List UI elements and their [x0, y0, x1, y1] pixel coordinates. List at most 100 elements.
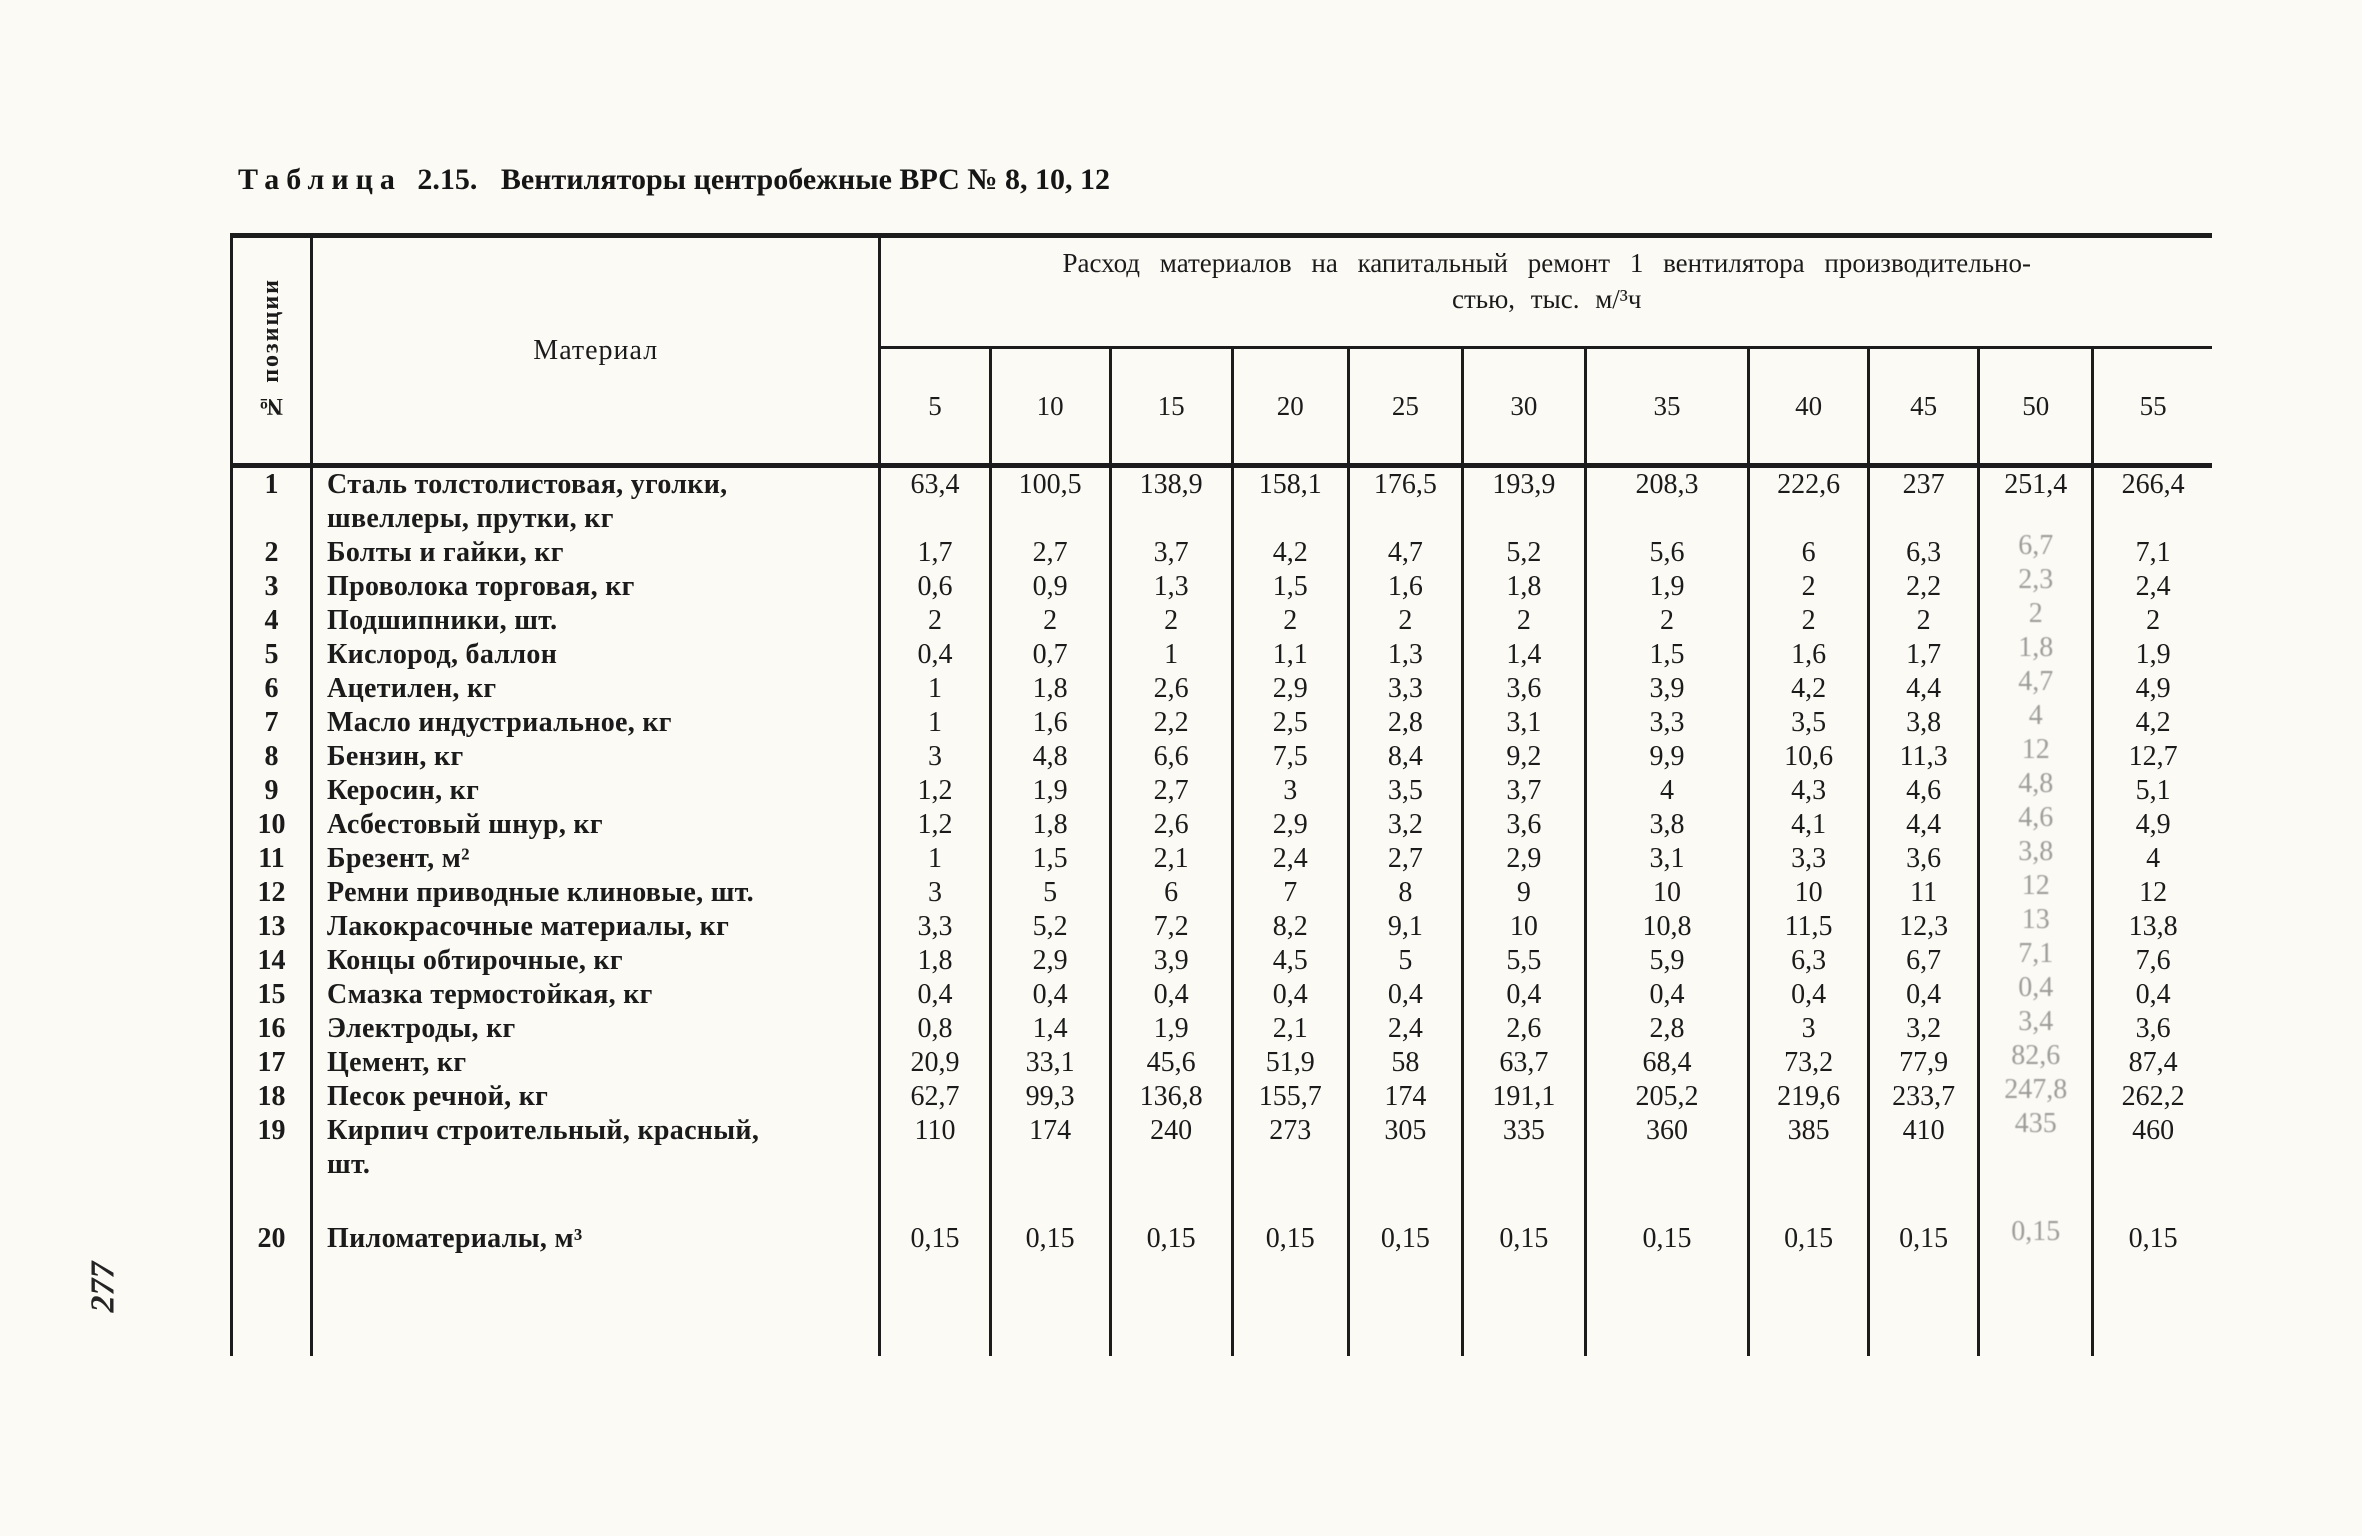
value-cell: 4,5 [1232, 944, 1350, 978]
value-cell: 9,9 [1585, 740, 1751, 774]
value-cell: 360 [1585, 1114, 1751, 1182]
table-row: 12 Ремни приводные клиновые, шт. 3 5 6 7 8 9 10 1… [231, 870, 2213, 910]
material-cell: Проволока торговая, кг [311, 570, 882, 604]
value-cell: 11,5 [1748, 910, 1871, 944]
value-cell: 262,2 [2121, 1081, 2185, 1112]
value-cell: 9,1 [1348, 910, 1464, 944]
value-cell: 1,2 [879, 774, 992, 808]
value-cell: 9 [1462, 876, 1587, 910]
value-cell: 208,3 [1585, 465, 1751, 536]
value-cell: 3,5 [1748, 706, 1871, 740]
table-row: 1 Сталь толстолистовая, уголки, швеллеры,… [231, 465, 2213, 536]
value-cell: 1 [1110, 638, 1234, 672]
value-cell: 68,4 [1585, 1046, 1751, 1080]
table-row: 4 Подшипники, шт. 2 2 2 2 2 2 2 2 2 2 2 [231, 598, 2213, 638]
value-cell: 233,7 [1868, 1080, 1981, 1114]
value-cell: 7,5 [1232, 740, 1350, 774]
value-cell: 10,6 [1748, 740, 1871, 774]
value-cell: 5,1 [2135, 775, 2171, 806]
value-cell: 2 [1585, 604, 1751, 638]
value-cell: 4 [1978, 700, 2095, 740]
value-cell: 1,7 [879, 536, 992, 570]
material-cell: Керосин, кг [311, 774, 882, 808]
value-cell: 2,8 [1348, 706, 1464, 740]
value-cell: 5 [990, 876, 1112, 910]
value-cell: 3,2 [1348, 808, 1464, 842]
value-cell: 191,1 [1462, 1080, 1587, 1114]
value-cell: 2 [990, 604, 1112, 638]
row-number-cell: 7 [231, 706, 314, 740]
value-cell: 1,6 [990, 706, 1112, 740]
row-number-cell: 2 [231, 536, 314, 570]
value-cell: 6 [1110, 876, 1234, 910]
value-cell: 1,8 [1978, 632, 2095, 672]
value-cell: 0,15 [1462, 1182, 1587, 1356]
value-cell: 1,3 [1348, 638, 1464, 672]
value-cell: 3,6 [1462, 808, 1587, 842]
value-cell: 273 [1232, 1114, 1350, 1182]
value-cell: 8,2 [1232, 910, 1350, 944]
value-cell: 237 [1868, 465, 1981, 536]
material-cell: Ремни приводные клиновые, шт. [311, 876, 882, 910]
material-column-header: Материал [311, 235, 882, 468]
value-cell: 77,9 [1868, 1046, 1981, 1080]
value-cell: 3,1 [1462, 706, 1587, 740]
table-header: № позиции Материал Расход материалов на … [231, 235, 2212, 468]
material-cell: Концы обтирочные, кг [311, 944, 882, 978]
value-cell: 2 [1868, 604, 1981, 638]
value-cell: 3 [1232, 774, 1350, 808]
value-cell: 4,9 [2135, 673, 2171, 704]
material-cell: Кирпич строительный, красный, шт. [311, 1114, 882, 1182]
value-cell: 0,15 [1348, 1182, 1464, 1356]
value-cell: 4 [1585, 774, 1751, 808]
table-row: 13 Лакокрасочные материалы, кг 3,3 5,2 7,2 8,… [231, 904, 2213, 944]
material-cell: Асбестовый шнур, кг [311, 808, 882, 842]
value-cell: 2,4 [1232, 842, 1350, 876]
table-row: 16 Электроды, кг 0,8 1,4 1,9 2,1 2,4 2,6 2,8 3 3,2… [231, 1006, 2213, 1046]
value-cell: 9,2 [1462, 740, 1587, 774]
value-cell: 2,9 [1232, 672, 1350, 706]
value-cell: 2,7 [1348, 842, 1464, 876]
capacity-header-35: 35 [1585, 347, 1751, 468]
value-cell: 2 [1348, 604, 1464, 638]
row-number-cell: 6 [231, 672, 314, 706]
material-cell: Болты и гайки, кг [311, 536, 882, 570]
value-cell: 0,4 [1110, 978, 1234, 1012]
value-cell: 3,8 [1978, 836, 2095, 876]
value-cell: 2 [1748, 570, 1871, 604]
value-cell: 2,1 [1110, 842, 1234, 876]
value-cell: 193,9 [1462, 465, 1587, 536]
value-cell: 247,8 [1978, 1074, 2095, 1114]
value-cell: 1,6 [1348, 570, 1464, 604]
capacity-header-30: 30 [1462, 347, 1587, 468]
value-cell: 3,4 [1978, 1006, 2095, 1046]
row-number-cell: 16 [231, 1012, 314, 1046]
value-cell: 6 [1748, 536, 1871, 570]
table-title: Таблица 2.15. Вентиляторы центробежные В… [238, 163, 1110, 197]
value-cell: 0,4 [1868, 978, 1981, 1012]
value-cell: 4,2 [2135, 707, 2171, 738]
row-number-cell: 13 [231, 910, 314, 944]
value-cell: 4,1 [1748, 808, 1871, 842]
material-cell: Масло индустриальное, кг [311, 706, 882, 740]
value-cell: 2,9 [1232, 808, 1350, 842]
row-number-cell: 11 [231, 842, 314, 876]
value-cell: 335 [1462, 1114, 1587, 1182]
value-cell: 2,3 [1978, 564, 2095, 604]
value-cell: 6,7 [1868, 944, 1981, 978]
value-cell: 158,1 [1232, 465, 1350, 536]
consumption-span-header: Расход материалов на капитальный ремонт … [879, 235, 2212, 349]
value-cell: 136,8 [1110, 1080, 1234, 1114]
row-number-cell: 8 [231, 740, 314, 774]
value-cell: 0,4 [990, 978, 1112, 1012]
position-column-label: № позиции [258, 277, 285, 419]
capacity-header-10: 10 [990, 347, 1112, 468]
value-cell: 1,8 [990, 808, 1112, 842]
value-cell: 0,15 [1585, 1182, 1751, 1356]
value-cell: 2,5 [1232, 706, 1350, 740]
table-row: 20 Пиломатериалы, м³ 0,15 0,15 0,15 0,15 0,15 0… [231, 1182, 2213, 1356]
value-cell: 2 [1978, 598, 2095, 638]
value-cell: 0,4 [1462, 978, 1587, 1012]
value-cell: 4,4 [1868, 672, 1981, 706]
value-cell: 87,4 [2128, 1047, 2178, 1078]
